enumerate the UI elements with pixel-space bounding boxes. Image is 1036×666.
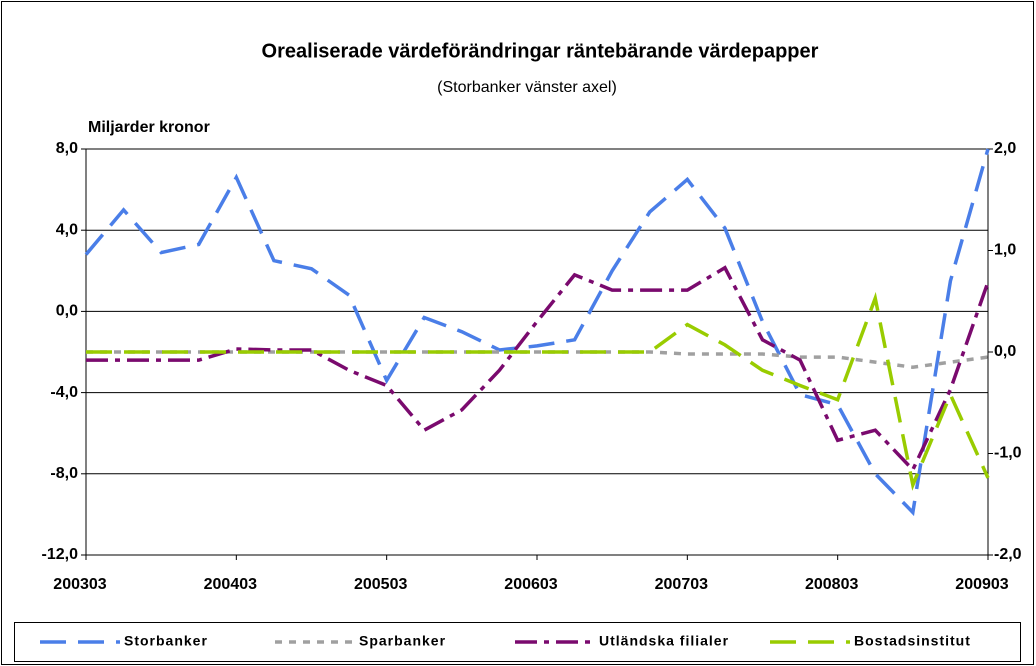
- y-tick-label: 8,0: [56, 140, 78, 157]
- series-line: [86, 265, 990, 473]
- y2-tick-label: -2,0: [994, 546, 1022, 563]
- y2-tick-label: 2,0: [994, 140, 1016, 157]
- y-tick-label: -8,0: [50, 465, 78, 482]
- y-axis-label: Miljarder kronor: [88, 119, 210, 136]
- y2-tick-label: 0,0: [994, 343, 1016, 360]
- y-tick-label: -4,0: [50, 384, 78, 401]
- x-tick-label: 200703: [655, 576, 708, 593]
- x-tick-label: 200603: [504, 576, 557, 593]
- y-tick-label: 0,0: [56, 303, 78, 320]
- x-tick-label: 200503: [354, 576, 407, 593]
- legend-label: Storbanker: [124, 633, 208, 649]
- x-tick-label: 200803: [805, 576, 858, 593]
- chart-subtitle: (Storbanker vänster axel): [437, 79, 617, 96]
- y2-tick-label: -1,0: [994, 445, 1022, 462]
- legend-label: Sparbanker: [359, 633, 446, 649]
- series-line: [84, 148, 990, 517]
- x-tick-label: 200303: [53, 576, 106, 593]
- y-tick-label: -12,0: [42, 546, 79, 563]
- legend-label: Utländska filialer: [599, 633, 729, 649]
- x-tick-label: 200403: [204, 576, 257, 593]
- y2-tick-label: 1,0: [994, 242, 1016, 259]
- chart-title: Orealiserade värdeförändringar räntebära…: [262, 40, 819, 62]
- legend-label: Bostadsinstitut: [854, 633, 971, 649]
- series-line: [86, 350, 989, 369]
- series-line: [86, 291, 990, 491]
- x-tick-label: 200903: [955, 576, 1008, 593]
- y-tick-label: 4,0: [56, 221, 78, 238]
